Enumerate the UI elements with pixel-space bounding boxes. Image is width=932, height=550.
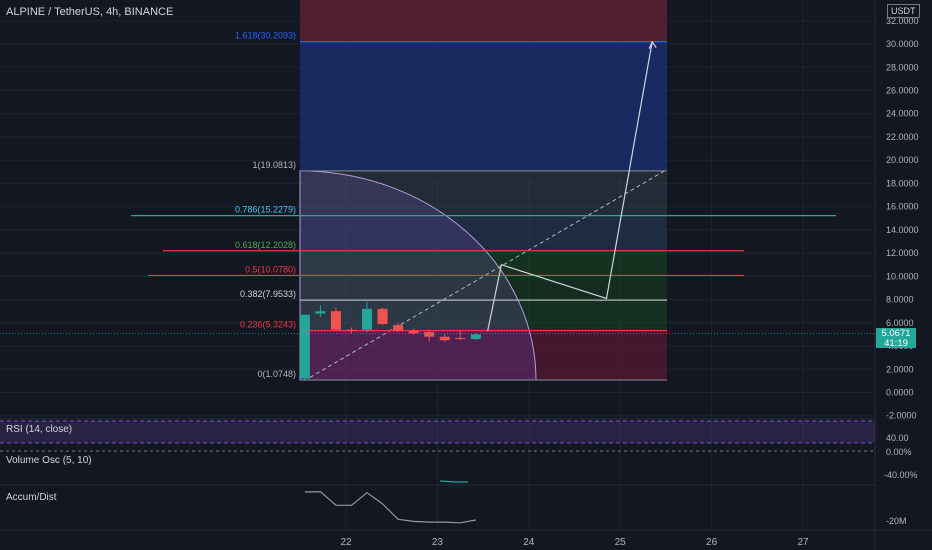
fib-zone: [300, 300, 667, 331]
y-tick-label: 32.0000: [886, 16, 919, 26]
fib-level-label: 0.786(15.2279): [235, 205, 296, 215]
rsi-tick-label: 40.00: [886, 433, 909, 443]
candle-body: [299, 314, 310, 379]
candle-body: [330, 311, 341, 330]
projection-arrowhead: [648, 40, 657, 49]
fib-trendline: [309, 169, 668, 378]
rsi-band: [0, 421, 875, 443]
y-tick-label: 30.0000: [886, 39, 919, 49]
y-tick-label: 8.0000: [886, 295, 914, 305]
y-tick-label: 14.0000: [886, 225, 919, 235]
fib-level-label: 0.236(5.3243): [240, 320, 296, 330]
fib-level-label: 0.618(12.2028): [235, 240, 296, 250]
x-tick-label: 27: [797, 537, 809, 548]
fib-zone: [300, 275, 667, 301]
fib-zone: [300, 0, 667, 42]
candle-body: [439, 336, 450, 341]
fib-level-label: 0.5(10.0780): [245, 264, 296, 274]
y-tick-label: 12.0000: [886, 248, 919, 258]
rsi-tick-label: 0.00%: [886, 447, 912, 457]
y-tick-label: 2.0000: [886, 364, 914, 374]
y-tick-label: 26.0000: [886, 86, 919, 96]
candle-body: [470, 334, 481, 340]
currency-label[interactable]: USDT: [887, 4, 920, 18]
y-tick-label: 18.0000: [886, 178, 919, 188]
x-tick-label: 24: [523, 537, 535, 548]
fib-zone: [300, 41, 667, 171]
y-tick-label: -2.0000: [886, 411, 917, 421]
accum-dist-tick-label: -20M: [886, 516, 907, 526]
y-tick-label: 0.0000: [886, 388, 914, 398]
candle-body: [362, 308, 373, 330]
y-tick-label: 24.0000: [886, 109, 919, 119]
fib-level-label: 1.618(30.2093): [235, 31, 296, 41]
candle-body: [455, 337, 466, 340]
bar-countdown: 41:19: [884, 337, 908, 349]
x-tick-label: 25: [615, 537, 627, 548]
current-price-value: 5.0671: [881, 328, 911, 339]
fib-zone: [532, 330, 667, 381]
projection-path: [487, 41, 653, 332]
candle-body: [408, 330, 419, 334]
y-tick-label: 28.0000: [886, 62, 919, 72]
y-tick-label: 20.0000: [886, 155, 919, 165]
volume-osc-tick-label: -40.00%: [884, 470, 918, 480]
accum-dist-pane-title[interactable]: Accum/Dist: [6, 492, 57, 503]
fib-level-label: 0(1.0748): [257, 369, 296, 379]
rsi-pane-title[interactable]: RSI (14, close): [6, 424, 73, 435]
y-tick-label: 10.0000: [886, 271, 919, 281]
price-axis-background: [875, 0, 932, 550]
candle-body: [377, 308, 388, 324]
candle-body: [424, 332, 435, 337]
fib-level-label: 1(19.0813): [252, 160, 296, 170]
current-price-badge: 5.0671 41:19: [876, 328, 916, 348]
y-tick-label: 22.0000: [886, 132, 919, 142]
y-tick-label: 16.0000: [886, 202, 919, 212]
x-tick-label: 22: [340, 537, 352, 548]
x-tick-label: 26: [706, 537, 718, 548]
fib-level-label: 0.382(7.9533): [240, 289, 296, 299]
candle-body: [393, 325, 404, 331]
candle-body: [315, 311, 326, 314]
volume-osc-pane-title[interactable]: Volume Osc (5, 10): [6, 455, 92, 466]
volume-osc-line: [439, 480, 468, 483]
fib-zone: [300, 250, 667, 276]
accum-dist-line: [304, 491, 476, 524]
symbol-title: ALPINE / TetherUS, 4h, BINANCE: [6, 6, 174, 18]
x-tick-label: 23: [432, 537, 444, 548]
fib-zone: [300, 215, 667, 251]
candle-body: [346, 329, 357, 331]
y-tick-label: 6.0000: [886, 318, 914, 328]
